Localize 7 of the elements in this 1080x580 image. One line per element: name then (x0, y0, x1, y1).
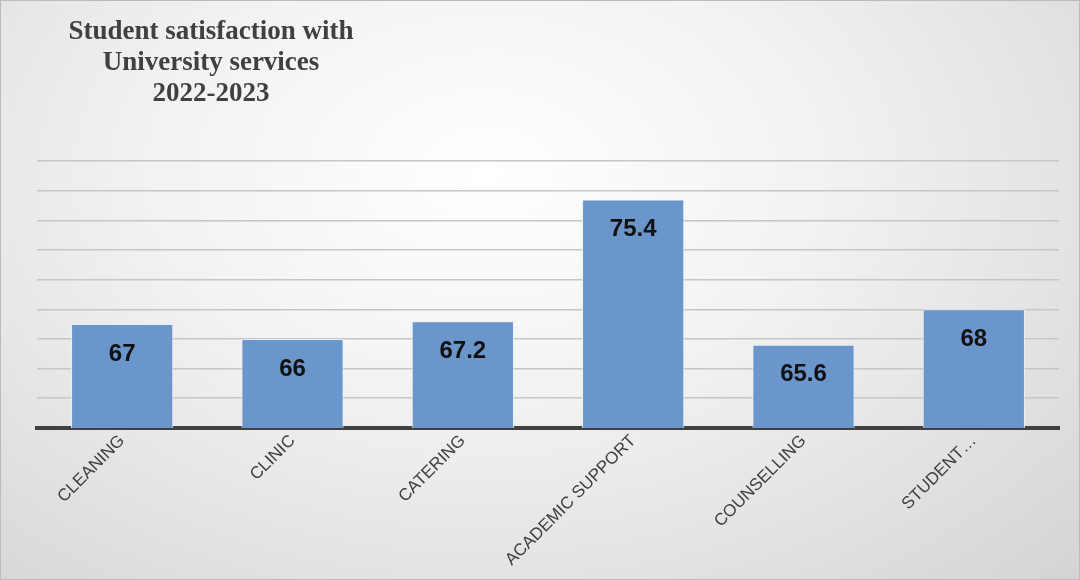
data-label: 67 (108, 338, 136, 366)
chart-title: Student satisfaction with University services 2022-2023 (67, 15, 355, 109)
data-label: 65.6 (780, 359, 827, 387)
data-label: 75.4 (609, 214, 658, 242)
data-label: 68 (960, 323, 988, 351)
data-label: 67.2 (439, 335, 487, 363)
data-label: 66 (279, 353, 306, 381)
